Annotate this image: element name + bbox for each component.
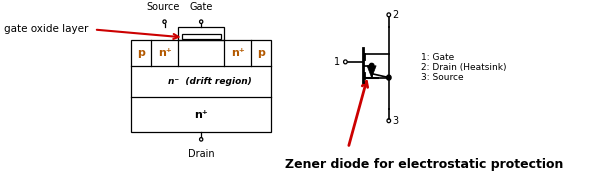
Text: p: p: [257, 48, 265, 58]
Text: Drain: Drain: [188, 149, 214, 159]
Text: Gate: Gate: [190, 2, 213, 12]
Text: gate oxide layer: gate oxide layer: [4, 24, 88, 34]
Text: 2: 2: [392, 10, 398, 20]
Text: n⁻  (drift region): n⁻ (drift region): [169, 77, 252, 86]
FancyArrowPatch shape: [97, 30, 178, 39]
Text: p: p: [137, 48, 145, 58]
Text: n⁺: n⁺: [194, 110, 208, 120]
Text: Zener diode for electrostatic protection: Zener diode for electrostatic protection: [285, 158, 563, 171]
Text: n⁺: n⁺: [231, 48, 245, 58]
Text: Source: Source: [146, 2, 179, 12]
Polygon shape: [367, 66, 376, 78]
Text: 1: 1: [334, 57, 340, 67]
FancyArrowPatch shape: [349, 81, 368, 145]
Text: 1: Gate: 1: Gate: [421, 53, 455, 62]
Circle shape: [370, 63, 374, 68]
Text: 2: Drain (Heatsink): 2: Drain (Heatsink): [421, 63, 507, 72]
Circle shape: [386, 75, 391, 80]
Text: 3: Source: 3: Source: [421, 73, 464, 82]
Text: n⁺: n⁺: [158, 48, 172, 58]
Text: 3: 3: [392, 116, 398, 126]
